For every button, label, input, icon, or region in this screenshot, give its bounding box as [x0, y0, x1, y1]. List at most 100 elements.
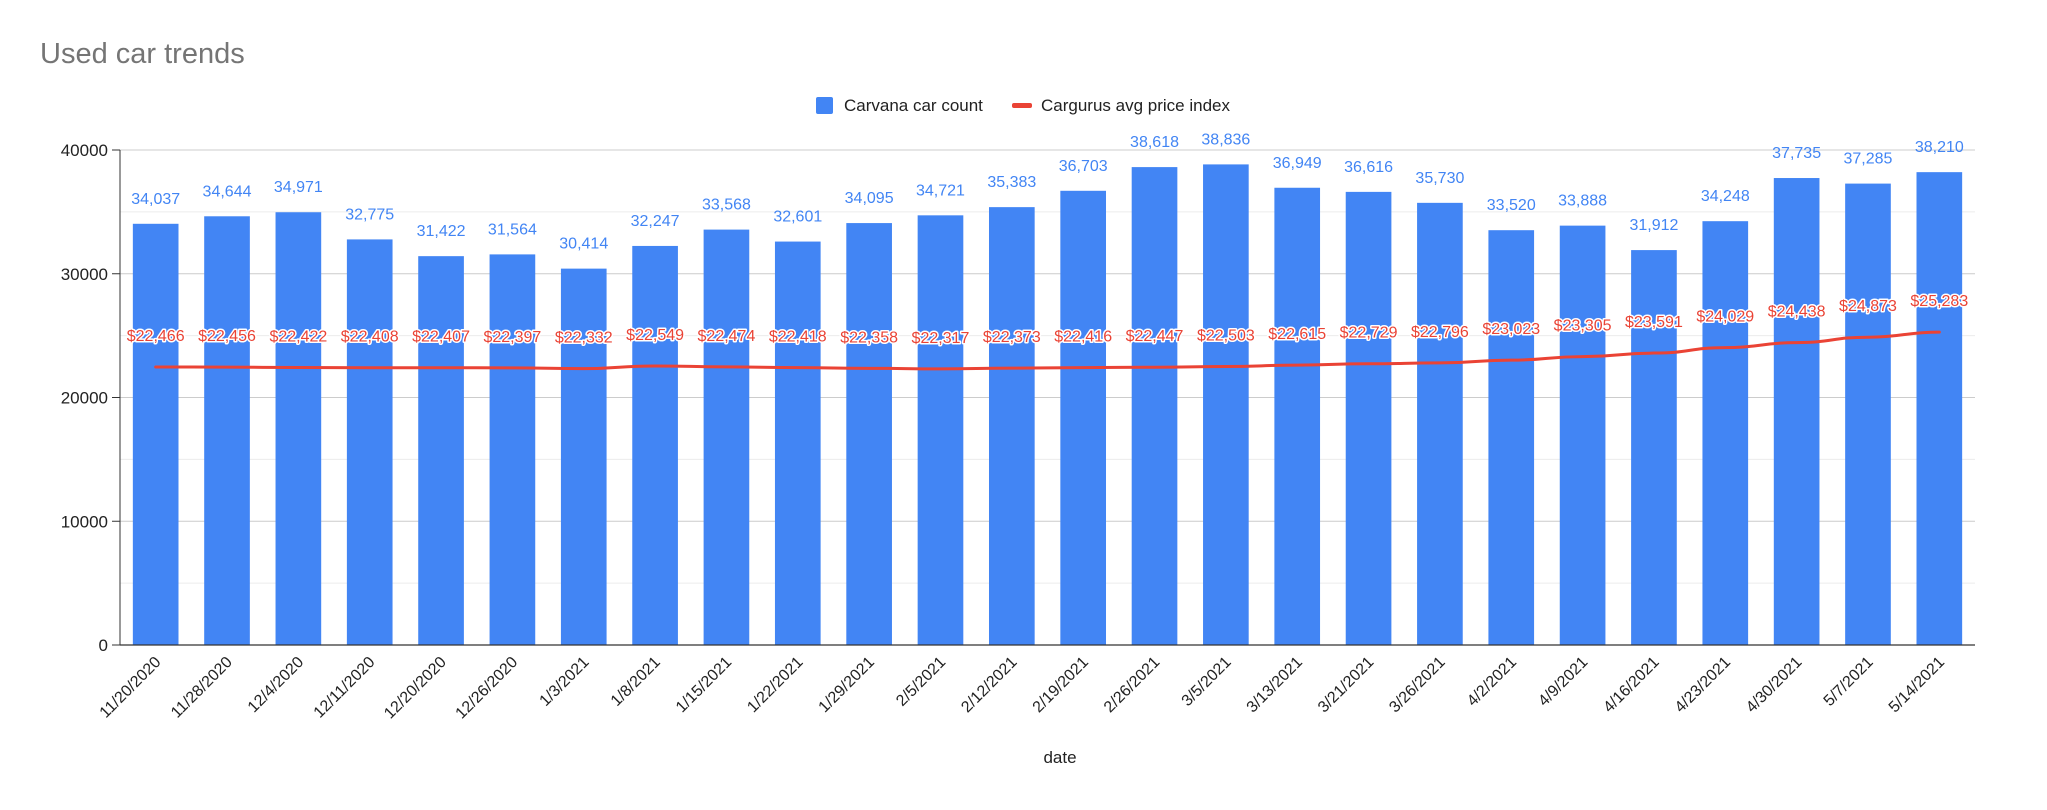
bar: [1346, 192, 1392, 645]
x-tick-label: 3/5/2021: [1179, 654, 1235, 710]
x-tick-label: 2/19/2021: [1030, 654, 1092, 716]
bar-data-label: 31,564: [488, 221, 537, 238]
bar-data-label: 37,285: [1844, 151, 1893, 168]
bar-data-label: 30,414: [559, 236, 608, 253]
x-tick-label: 1/15/2021: [673, 654, 735, 716]
x-tick-label: 3/21/2021: [1315, 654, 1377, 716]
bar-data-label: 32,247: [631, 213, 680, 230]
line-data-label: $22,474: [698, 328, 756, 345]
bar: [1631, 250, 1677, 645]
y-tick-label: 0: [99, 636, 108, 655]
x-tick-label: 1/3/2021: [537, 654, 593, 710]
x-tick-label: 3/26/2021: [1386, 654, 1448, 716]
line-data-label: $22,418: [769, 329, 827, 346]
bar-data-label: 31,912: [1629, 217, 1678, 234]
bar: [1274, 188, 1320, 645]
bar: [1774, 178, 1820, 645]
x-tick-label: 4/2/2021: [1464, 654, 1520, 710]
bar-data-label: 38,210: [1915, 139, 1964, 156]
line-data-label: $22,317: [912, 330, 970, 347]
line-data-label: $22,397: [483, 329, 541, 346]
bar: [1702, 221, 1748, 645]
x-tick-label: 1/22/2021: [744, 654, 806, 716]
x-tick-label: 12/20/2020: [381, 654, 450, 723]
bar-data-label: 32,775: [345, 206, 394, 223]
line-data-label: $22,456: [198, 328, 256, 345]
line-data-label: $22,729: [1340, 325, 1398, 342]
legend-swatch-cargurus: [1012, 103, 1032, 108]
bar: [704, 230, 750, 645]
line-data-label: $24,873: [1839, 298, 1897, 315]
line-data-label: $22,416: [1054, 329, 1112, 346]
line-data-label: $22,407: [412, 329, 470, 346]
y-tick-label: 30000: [61, 265, 108, 284]
bar: [918, 215, 964, 645]
bar-data-label: 34,721: [916, 182, 965, 199]
y-tick-label: 20000: [61, 389, 108, 408]
line-data-label: $22,549: [626, 327, 684, 344]
bar: [1916, 172, 1962, 645]
line-data-label: $22,796: [1411, 324, 1469, 341]
bar-data-label: 34,644: [203, 183, 252, 200]
bar-data-label: 38,618: [1130, 134, 1179, 151]
line-data-label: $23,591: [1625, 314, 1683, 331]
x-tick-label: 4/16/2021: [1600, 654, 1662, 716]
line-data-label: $22,373: [983, 329, 1041, 346]
bar: [1845, 184, 1891, 645]
line-data-label: $22,408: [341, 329, 399, 346]
bar-data-label: 33,888: [1558, 193, 1607, 210]
x-tick-label: 4/23/2021: [1672, 654, 1734, 716]
line-data-label: $22,358: [840, 329, 898, 346]
bar-data-label: 36,949: [1273, 155, 1322, 172]
line-data-label: $22,466: [127, 328, 185, 345]
legend: Carvana car count Cargurus avg price ind…: [816, 96, 1230, 115]
bar: [1060, 191, 1106, 645]
line-data-label: $25,283: [1910, 293, 1968, 310]
x-tick-label: 12/26/2020: [453, 654, 522, 723]
bar-data-label: 35,730: [1415, 170, 1464, 187]
legend-label-cargurus[interactable]: Cargurus avg price index: [1041, 96, 1230, 115]
x-tick-label: 12/4/2020: [245, 654, 307, 716]
line-data-label: $22,332: [555, 330, 613, 347]
bar: [775, 242, 821, 645]
x-tick-label: 5/14/2021: [1886, 654, 1948, 716]
x-tick-label: 2/26/2021: [1101, 654, 1163, 716]
bar: [846, 223, 892, 645]
x-tick-label: 2/12/2021: [958, 654, 1020, 716]
bar-data-label: 33,568: [702, 197, 751, 214]
bar: [347, 239, 393, 645]
line-data-label: $22,422: [269, 329, 327, 346]
bar: [204, 216, 250, 645]
x-tick-label: 11/20/2020: [97, 654, 165, 722]
bar: [418, 256, 464, 645]
bar: [561, 269, 607, 645]
chart-title: Used car trends: [40, 38, 245, 70]
bar-series-carvana: [133, 164, 1962, 645]
bar-data-label: 34,971: [274, 179, 323, 196]
legend-label-carvana[interactable]: Carvana car count: [844, 96, 983, 115]
bar-data-label: 34,248: [1701, 188, 1750, 205]
bar-data-label: 38,836: [1201, 131, 1250, 148]
bar: [276, 212, 322, 645]
bar: [1132, 167, 1178, 645]
bar-data-label: 35,383: [987, 174, 1036, 191]
bar-data-label: 31,422: [417, 223, 466, 240]
x-tick-label: 4/9/2021: [1535, 654, 1591, 710]
x-tick-label: 4/30/2021: [1743, 654, 1805, 716]
y-tick-label: 10000: [61, 512, 108, 531]
bar: [133, 224, 179, 645]
bar: [989, 207, 1035, 645]
line-data-label: $22,615: [1268, 326, 1326, 343]
x-axis-title: date: [1043, 748, 1076, 767]
bar: [1203, 164, 1249, 645]
line-data-label: $23,305: [1554, 318, 1612, 335]
line-data-label: $24,029: [1696, 309, 1754, 326]
x-tick-label: 12/11/2020: [311, 654, 379, 722]
bar-data-label: 36,616: [1344, 159, 1393, 176]
x-tick-label: 5/7/2021: [1821, 654, 1877, 710]
x-tick-label: 3/13/2021: [1244, 654, 1306, 716]
bar-data-label: 34,037: [131, 191, 180, 208]
